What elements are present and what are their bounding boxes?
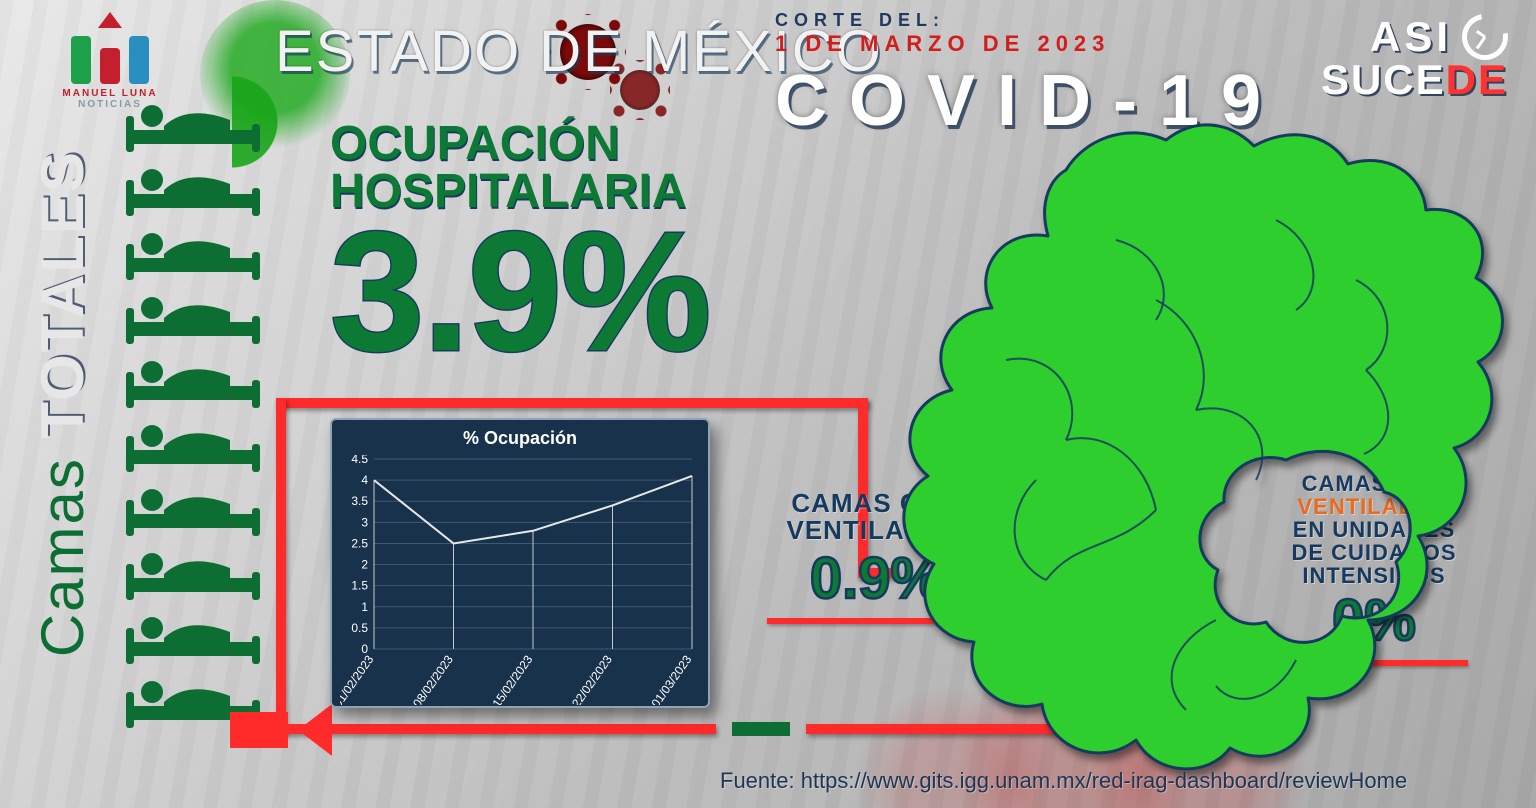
connector-dash	[732, 722, 790, 736]
svg-text:01/02/2023: 01/02/2023	[340, 652, 377, 705]
source-url: https://www.gits.igg.unam.mx/red-irag-da…	[801, 768, 1407, 793]
logo-bar-right	[129, 36, 149, 84]
svg-text:3.5: 3.5	[351, 494, 368, 508]
occupancy-chart: % Ocupación 00.511.522.533.544.501/02/20…	[330, 418, 710, 708]
logo-right-sucede-accent: DE	[1446, 56, 1508, 103]
infographic-page: MANUEL LUNA NOTICIAS ESTADO DE MÉXICO CO…	[0, 0, 1536, 808]
beds-label-part1: Camas	[29, 438, 96, 657]
chart-title: % Ocupación	[340, 428, 700, 449]
cutoff-date: 1 DE MARZO DE 2023	[775, 31, 1110, 57]
bed-icon	[118, 218, 268, 288]
bed-icon	[118, 602, 268, 672]
connector-bottom	[276, 724, 716, 734]
svg-text:01/03/2023: 01/03/2023	[649, 652, 695, 705]
logo-v-icon	[98, 12, 122, 28]
svg-text:08/02/2023: 08/02/2023	[410, 652, 456, 705]
chart-svg: 00.511.522.533.544.501/02/202308/02/2023…	[340, 455, 700, 705]
connector-top	[276, 398, 868, 408]
svg-text:22/02/2023: 22/02/2023	[569, 652, 615, 705]
bed-icon	[118, 474, 268, 544]
beds-total-label: Camas TOTALES	[28, 150, 97, 657]
logo-bar-mid	[100, 48, 120, 84]
bed-icon	[118, 410, 268, 480]
logo-right-sucede-pre: SUCE	[1321, 56, 1446, 103]
logo-bar-left	[71, 36, 91, 84]
source-line: Fuente: https://www.gits.igg.unam.mx/red…	[720, 768, 1407, 794]
beds-label-part2: TOTALES	[29, 150, 96, 438]
bed-icon	[118, 282, 268, 352]
state-map	[856, 100, 1516, 780]
connector-arrow-left	[298, 704, 332, 756]
bed-icon-stack	[118, 90, 268, 730]
svg-text:1.5: 1.5	[351, 579, 368, 593]
svg-text:2.5: 2.5	[351, 536, 368, 550]
main-occupancy-block: OCUPACIÓN HOSPITALARIA 3.9%	[330, 120, 709, 369]
bed-icon	[118, 346, 268, 416]
logo-asi-sucede: ASI SUCEDE	[1321, 14, 1508, 100]
svg-text:2: 2	[361, 558, 368, 572]
map-svg	[856, 100, 1516, 780]
cutoff-label: CORTE DEL:	[775, 10, 1110, 31]
connector-left	[276, 398, 286, 734]
svg-text:15/02/2023: 15/02/2023	[490, 652, 536, 705]
svg-text:3: 3	[361, 515, 368, 529]
svg-text:1: 1	[361, 600, 368, 614]
main-occupancy-value: 3.9%	[330, 216, 709, 369]
bed-icon	[118, 538, 268, 608]
bed-icon	[118, 90, 268, 160]
cutoff-block: CORTE DEL: 1 DE MARZO DE 2023	[775, 10, 1110, 57]
logo-m-icon	[71, 20, 149, 84]
svg-text:0.5: 0.5	[351, 621, 368, 635]
logo-right-asi: ASI	[1370, 17, 1452, 57]
svg-text:4.5: 4.5	[351, 455, 368, 466]
bed-icon	[118, 154, 268, 224]
svg-text:4: 4	[361, 473, 368, 487]
main-occupancy-label-1: OCUPACIÓN	[330, 120, 709, 168]
source-prefix: Fuente:	[720, 768, 801, 793]
